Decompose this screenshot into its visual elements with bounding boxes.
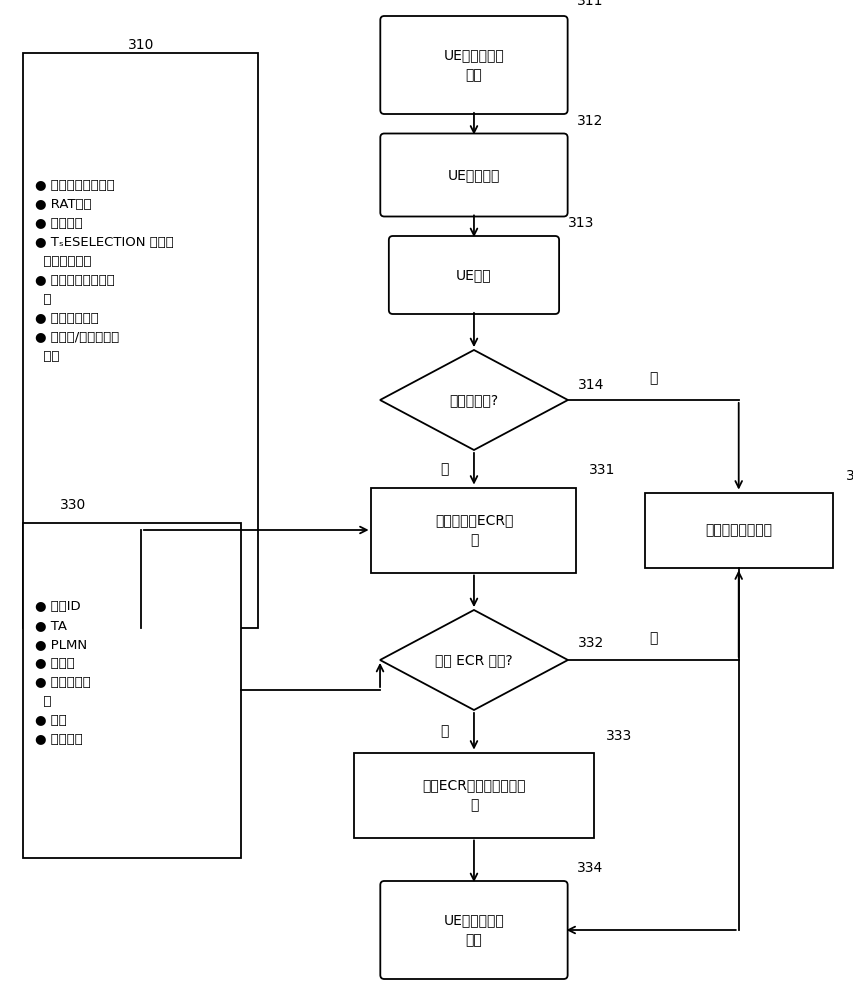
Text: 否: 否 bbox=[648, 371, 657, 385]
Text: 基于ECR参数应用小区重
选: 基于ECR参数应用小区重 选 bbox=[421, 778, 525, 812]
Bar bbox=[23, 522, 241, 857]
Bar bbox=[644, 492, 832, 568]
Text: 是: 是 bbox=[439, 724, 448, 738]
Text: 331: 331 bbox=[589, 464, 615, 478]
Text: 长寻呼周期?: 长寻呼周期? bbox=[449, 393, 498, 407]
Polygon shape bbox=[380, 350, 567, 450]
Bar bbox=[354, 752, 593, 838]
Text: 313: 313 bbox=[567, 216, 594, 230]
FancyBboxPatch shape bbox=[380, 133, 567, 217]
Text: UE驻留或者已
连接: UE驻留或者已 连接 bbox=[443, 913, 504, 947]
Text: 有效 ECR 参数?: 有效 ECR 参数? bbox=[435, 653, 512, 667]
FancyBboxPatch shape bbox=[380, 881, 567, 979]
Text: UE进入休眠: UE进入休眠 bbox=[447, 168, 500, 182]
Text: ● 小区ID
● TA
● PLMN
● 定时器
● 小区改变计
  数
● 距离
● 物理位置: ● 小区ID ● TA ● PLMN ● 定时器 ● 小区改变计 数 ● 距离 … bbox=[36, 600, 91, 746]
FancyBboxPatch shape bbox=[380, 16, 567, 114]
FancyBboxPatch shape bbox=[388, 236, 559, 314]
Text: 310: 310 bbox=[128, 38, 154, 52]
Bar bbox=[24, 52, 258, 628]
Text: 333: 333 bbox=[606, 728, 632, 742]
Text: 应用归有小区选择: 应用归有小区选择 bbox=[705, 523, 771, 537]
Text: UE驻留或者已
连接: UE驻留或者已 连接 bbox=[443, 48, 504, 82]
Polygon shape bbox=[380, 610, 567, 710]
Text: 是: 是 bbox=[439, 462, 448, 476]
Text: 321: 321 bbox=[844, 468, 853, 483]
Text: 314: 314 bbox=[577, 378, 604, 392]
Text: 330: 330 bbox=[60, 498, 85, 512]
Text: UE醒来: UE醒来 bbox=[456, 268, 491, 282]
Text: 332: 332 bbox=[577, 636, 604, 650]
Text: 311: 311 bbox=[576, 0, 602, 8]
Text: 获取已存储ECR参
数: 获取已存储ECR参 数 bbox=[434, 513, 513, 547]
Text: ● 频率的绝对优先级
● RAT偏移
● 重选阈值
● TₛESELECTION 以及移
  动性缩放因数
● 停止测量标准的阈
  值
● 最大传送功率
● : ● 频率的绝对优先级 ● RAT偏移 ● 重选阈值 ● TₛESELECTION… bbox=[36, 179, 174, 363]
Text: 312: 312 bbox=[576, 114, 602, 128]
Text: 334: 334 bbox=[576, 861, 602, 875]
Bar bbox=[371, 488, 576, 572]
Text: 否: 否 bbox=[648, 631, 657, 645]
